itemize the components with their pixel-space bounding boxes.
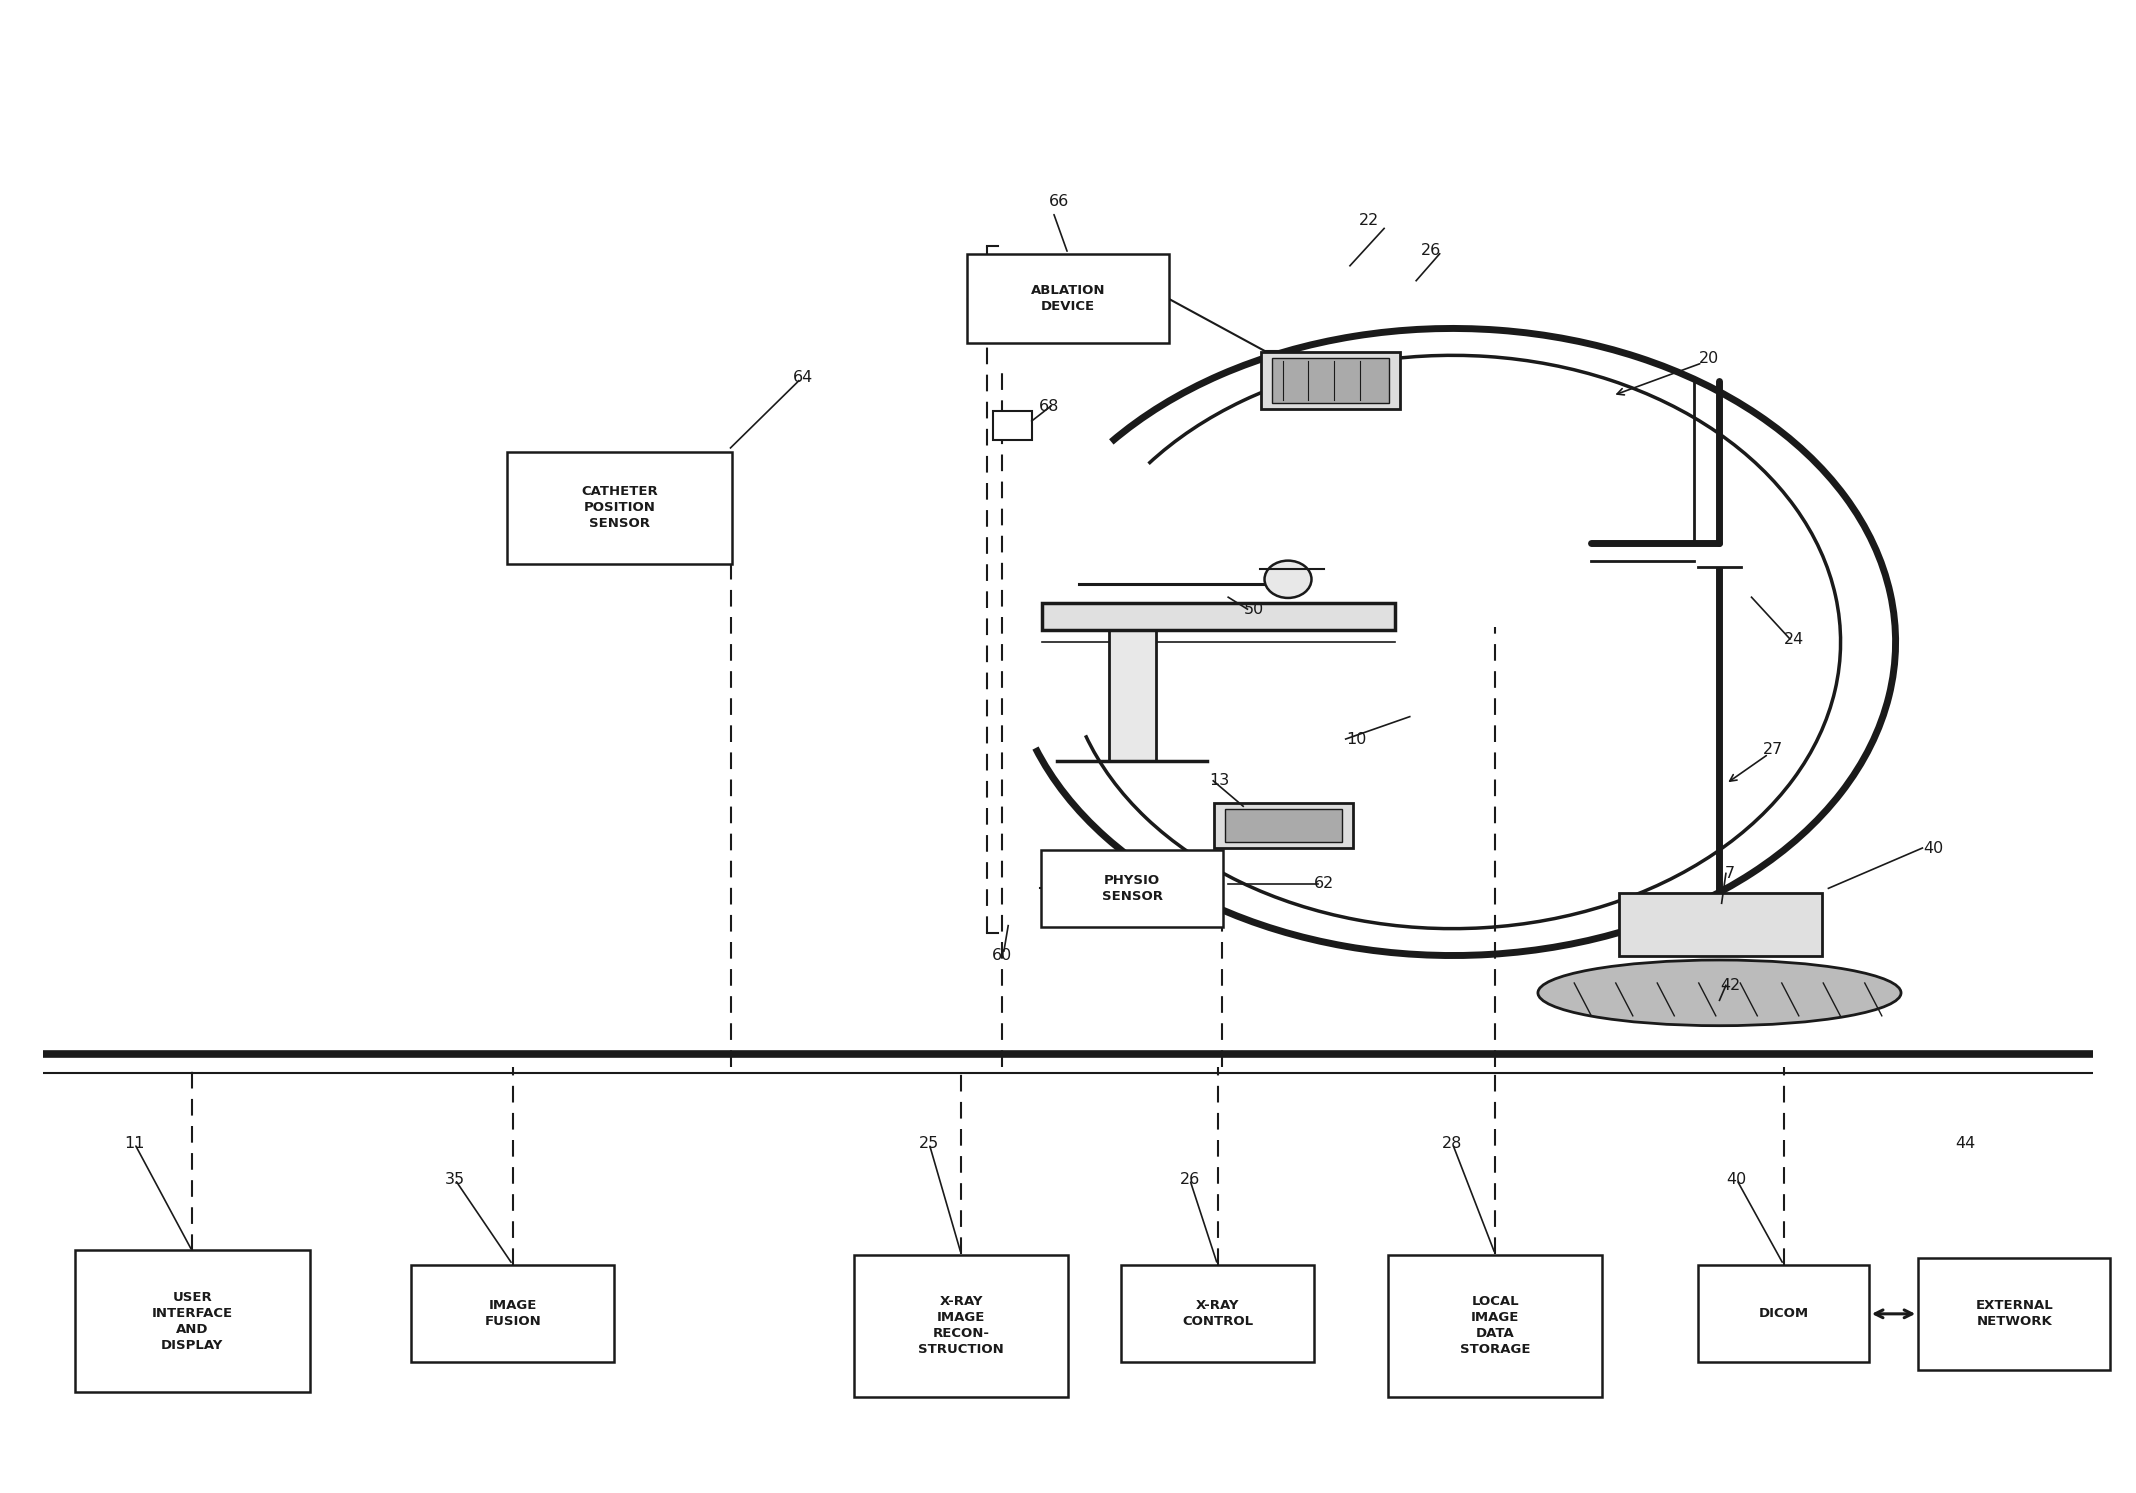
Text: 40: 40 [1922,841,1944,855]
Text: 64: 64 [792,370,814,385]
Text: X-RAY
CONTROL: X-RAY CONTROL [1181,1299,1254,1329]
Text: 7: 7 [1726,866,1734,881]
FancyBboxPatch shape [993,411,1032,440]
Text: DICOM: DICOM [1758,1308,1809,1320]
FancyBboxPatch shape [1698,1266,1869,1362]
FancyBboxPatch shape [1121,1266,1314,1362]
Text: 60: 60 [991,948,1012,963]
Text: 22: 22 [1358,213,1380,228]
FancyBboxPatch shape [1619,893,1822,956]
Text: 26: 26 [1420,243,1442,258]
Text: 27: 27 [1762,742,1784,757]
FancyBboxPatch shape [1042,850,1224,927]
Ellipse shape [1265,561,1312,599]
Text: EXTERNAL
NETWORK: EXTERNAL NETWORK [1976,1299,2053,1329]
FancyBboxPatch shape [1226,809,1344,842]
Text: 28: 28 [1442,1136,1463,1151]
Text: 35: 35 [444,1172,466,1187]
FancyBboxPatch shape [75,1251,310,1391]
Text: 66: 66 [1049,194,1070,209]
FancyBboxPatch shape [1260,352,1401,409]
Text: 50: 50 [1243,602,1265,617]
Text: 20: 20 [1698,351,1719,366]
Text: IMAGE
FUSION: IMAGE FUSION [485,1299,540,1329]
FancyBboxPatch shape [1388,1254,1602,1397]
Text: 24: 24 [1784,632,1805,646]
Text: ABLATION
DEVICE: ABLATION DEVICE [1032,284,1104,314]
FancyBboxPatch shape [1109,630,1156,761]
Text: CATHETER
POSITION
SENSOR: CATHETER POSITION SENSOR [581,485,658,530]
Text: 62: 62 [1314,876,1335,891]
FancyBboxPatch shape [1213,803,1354,848]
Text: 40: 40 [1726,1172,1747,1187]
Text: 10: 10 [1346,732,1367,746]
Text: 26: 26 [1179,1172,1200,1187]
Text: USER
INTERFACE
AND
DISPLAY: USER INTERFACE AND DISPLAY [152,1291,233,1351]
Text: 13: 13 [1209,773,1230,788]
Text: 42: 42 [1719,978,1741,993]
Text: LOCAL
IMAGE
DATA
STORAGE: LOCAL IMAGE DATA STORAGE [1459,1296,1532,1356]
FancyBboxPatch shape [1918,1257,2110,1371]
Text: 68: 68 [1038,399,1059,414]
FancyBboxPatch shape [854,1254,1068,1397]
FancyBboxPatch shape [508,451,731,563]
FancyBboxPatch shape [968,254,1171,343]
Text: 25: 25 [918,1136,940,1151]
Text: 11: 11 [124,1136,145,1151]
Text: 44: 44 [1954,1136,1976,1151]
FancyBboxPatch shape [1042,603,1395,630]
FancyBboxPatch shape [410,1266,615,1362]
Text: X-RAY
IMAGE
RECON-
STRUCTION: X-RAY IMAGE RECON- STRUCTION [918,1296,1004,1356]
FancyBboxPatch shape [1273,358,1391,403]
Text: PHYSIO
SENSOR: PHYSIO SENSOR [1102,873,1162,903]
Ellipse shape [1538,960,1901,1026]
